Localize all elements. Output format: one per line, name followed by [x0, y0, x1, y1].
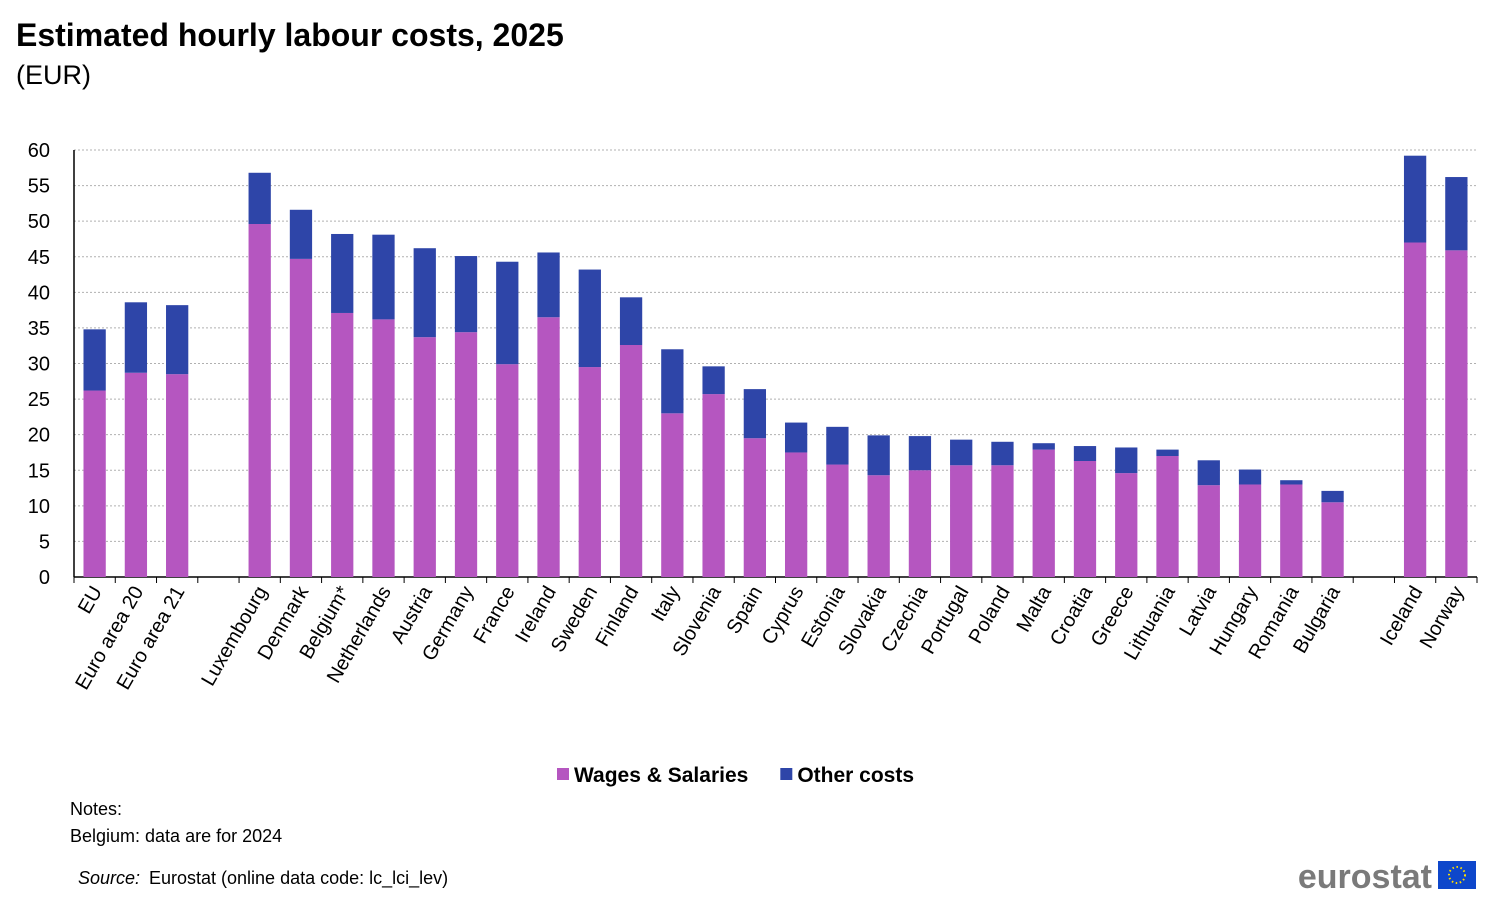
bar-segment: [83, 329, 106, 391]
notes-title: Notes:: [70, 799, 122, 819]
legend-label: Other costs: [797, 764, 914, 787]
bar-segment: [331, 312, 354, 577]
bar-segment: [702, 394, 725, 577]
legend-label: Wages & Salaries: [574, 764, 748, 787]
y-tick-label: 5: [39, 531, 50, 553]
bar-segment: [1032, 449, 1055, 577]
bar-segment: [83, 390, 106, 577]
logo-flag: [1438, 861, 1476, 889]
source: Eurostat (online data code: lc_lci_lev): [149, 868, 448, 889]
bar-segment: [743, 438, 767, 577]
bar-segment: [991, 465, 1014, 577]
bar-segment: [784, 422, 808, 453]
legend-swatch: [557, 768, 569, 780]
note: Belgium: data are for 2024: [70, 826, 282, 846]
bar-segment: [867, 475, 890, 577]
y-tick-label: 55: [28, 176, 50, 198]
bar-segment: [248, 172, 271, 225]
bar-segment: [166, 305, 189, 375]
bar-segment: [1197, 485, 1220, 577]
bar-segment: [578, 367, 601, 577]
bar-segment: [372, 234, 395, 320]
bar-segment: [1032, 443, 1055, 450]
y-tick-label: 30: [28, 354, 50, 376]
bar-segment: [248, 224, 271, 577]
bar-segment: [496, 364, 519, 577]
bar-segment: [331, 233, 354, 313]
x-tick-label: Malta: [1013, 582, 1057, 636]
x-tick-label: EU: [74, 583, 107, 618]
bar-segment: [950, 439, 973, 466]
bar-segment: [166, 374, 189, 577]
bar-segment: [1073, 446, 1097, 461]
bar-segment: [372, 319, 395, 577]
bar-segment: [1073, 460, 1097, 577]
x-tick-label: Spain: [723, 583, 768, 638]
x-tick-label: Italy: [647, 583, 684, 626]
bar-segment: [908, 436, 932, 471]
bar-segment: [1115, 473, 1138, 577]
bar-segment: [826, 426, 849, 465]
bar-segment: [1156, 456, 1179, 577]
y-tick-label: 60: [28, 140, 50, 162]
logo-text: eurostat: [1298, 858, 1432, 896]
bar-segment: [661, 349, 684, 414]
x-tick-label: Luxembourg: [197, 583, 272, 690]
bar-segment: [1238, 469, 1262, 485]
bar-segment: [619, 297, 643, 345]
y-tick-label: 50: [28, 211, 50, 233]
y-tick-label: 0: [39, 567, 50, 589]
y-tick-label: 20: [28, 425, 50, 447]
bar-segment: [1115, 447, 1138, 474]
bar-segment: [1321, 502, 1344, 577]
bar-segment: [1280, 480, 1303, 485]
x-tick-label: France: [469, 583, 519, 648]
bar-segment: [1403, 155, 1427, 243]
bar-segment: [908, 470, 932, 577]
x-tick-label: Poland: [965, 582, 1015, 647]
bar-segment: [1238, 484, 1262, 577]
bar-segment: [1156, 449, 1179, 457]
bar-segment: [454, 332, 478, 577]
bar-segment: [619, 344, 643, 577]
bar-segment: [1445, 250, 1468, 577]
bar-segment: [289, 258, 313, 577]
bar-segment: [1197, 460, 1220, 486]
bar-segment: [413, 248, 436, 338]
y-tick-label: 10: [28, 496, 50, 518]
chart-subtitle: (EUR): [16, 60, 91, 90]
bar-segment: [124, 372, 148, 577]
bar-segment: [289, 209, 313, 259]
bar-segment: [537, 317, 560, 577]
bar-segment: [454, 256, 478, 333]
y-tick-label: 35: [28, 318, 50, 340]
bar-segment: [413, 337, 436, 577]
bar-segment: [991, 441, 1014, 466]
legend-swatch: [780, 768, 793, 780]
y-tick-label: 40: [28, 282, 50, 304]
bar-segment: [1321, 490, 1344, 503]
source-label: Source:: [78, 868, 140, 888]
y-tick-label: 15: [28, 460, 50, 482]
chart-title: Estimated hourly labour costs, 2025: [16, 17, 564, 53]
bar-segment: [867, 435, 890, 476]
bar-segment: [661, 413, 684, 577]
bar-segment: [784, 452, 808, 577]
y-tick-label: 25: [28, 389, 50, 411]
bar-segment: [1403, 242, 1427, 577]
bar-segment: [578, 269, 601, 368]
bar-segment: [826, 464, 849, 577]
bar-segment: [537, 252, 560, 318]
logo-stars: [1448, 866, 1466, 884]
bar-segment: [702, 366, 725, 395]
bar-segment: [124, 302, 148, 373]
bar-segment: [496, 261, 519, 365]
bar-segment: [1445, 177, 1468, 251]
bar-segment: [950, 465, 973, 577]
y-tick-label: 45: [28, 247, 50, 269]
bar-segment: [743, 389, 767, 439]
bar-segment: [1280, 484, 1303, 577]
